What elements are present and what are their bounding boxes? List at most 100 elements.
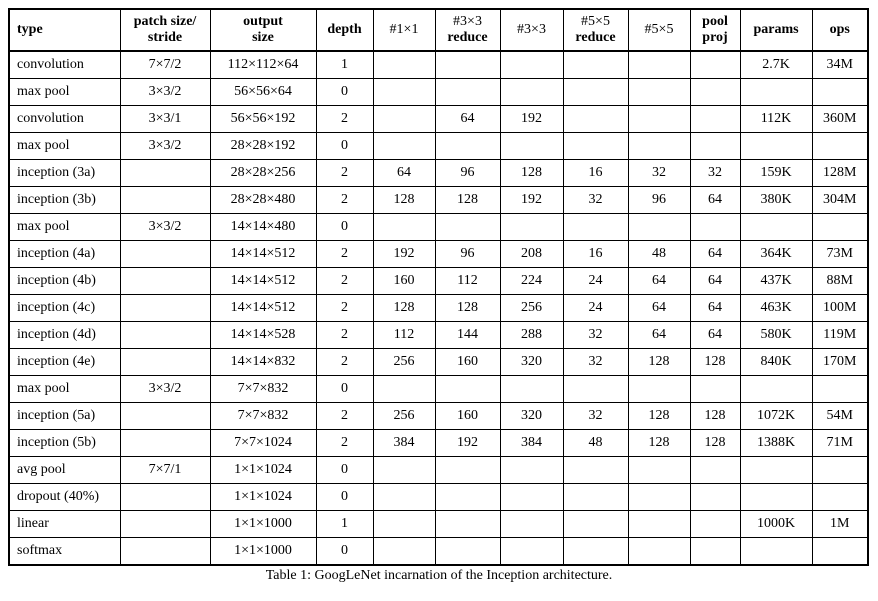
cell-num-3x3	[499, 537, 564, 566]
table-row: convolution 3×3/1 56×56×192 2 64 192 112K 360M	[8, 105, 869, 133]
cell-ops	[811, 78, 869, 106]
cell-patch	[119, 294, 211, 322]
cell-ops: 34M	[811, 50, 869, 79]
cell-output: 112×112×64	[209, 50, 317, 79]
cell-pool-proj: 64	[689, 294, 741, 322]
cell-depth: 0	[315, 78, 374, 106]
cell-output: 28×28×256	[209, 159, 317, 187]
cell-patch	[119, 483, 211, 511]
column-header-num-5x5: #5×5	[627, 8, 691, 52]
cell-num-1x1	[372, 132, 436, 160]
cell-params: 463K	[739, 294, 813, 322]
cell-pool-proj: 64	[689, 321, 741, 349]
cell-output: 1×1×1024	[209, 456, 317, 484]
header-row: type patch size/stride output size depth #1×1…	[8, 8, 869, 52]
cell-ops: 73M	[811, 240, 869, 268]
cell-num-5x5	[627, 483, 691, 511]
cell-pool-proj	[689, 483, 741, 511]
cell-type: inception (5a)	[8, 402, 121, 430]
cell-num-1x1	[372, 105, 436, 133]
cell-num-3x3-reduce	[434, 375, 501, 403]
cell-params: 580K	[739, 321, 813, 349]
cell-pool-proj	[689, 456, 741, 484]
cell-output: 56×56×192	[209, 105, 317, 133]
cell-ops	[811, 456, 869, 484]
cell-ops: 128M	[811, 159, 869, 187]
cell-pool-proj: 64	[689, 267, 741, 295]
cell-patch	[119, 186, 211, 214]
cell-params	[739, 483, 813, 511]
cell-type: convolution	[8, 105, 121, 133]
cell-num-5x5: 128	[627, 429, 691, 457]
cell-depth: 2	[315, 267, 374, 295]
cell-num-1x1	[372, 537, 436, 566]
cell-patch	[119, 429, 211, 457]
cell-pool-proj	[689, 537, 741, 566]
cell-params: 1388K	[739, 429, 813, 457]
cell-output: 14×14×512	[209, 294, 317, 322]
column-header-num-1x1: #1×1	[372, 8, 436, 52]
cell-ops	[811, 132, 869, 160]
cell-num-5x5-reduce: 24	[562, 294, 629, 322]
cell-pool-proj	[689, 510, 741, 538]
cell-num-1x1: 256	[372, 402, 436, 430]
cell-pool-proj: 64	[689, 240, 741, 268]
cell-patch	[119, 159, 211, 187]
cell-num-3x3: 128	[499, 159, 564, 187]
cell-pool-proj: 128	[689, 348, 741, 376]
cell-params: 380K	[739, 186, 813, 214]
cell-num-3x3	[499, 132, 564, 160]
architecture-table: type patch size/stride output size depth #1×1…	[8, 8, 869, 566]
cell-params: 437K	[739, 267, 813, 295]
cell-params	[739, 213, 813, 241]
cell-patch	[119, 240, 211, 268]
cell-patch	[119, 321, 211, 349]
table-row: inception (4a) 14×14×512 2 192 96 208 16 48 64 36…	[8, 240, 869, 268]
cell-patch	[119, 537, 211, 566]
cell-num-5x5: 128	[627, 402, 691, 430]
cell-num-1x1	[372, 50, 436, 79]
cell-ops	[811, 537, 869, 566]
cell-num-1x1: 112	[372, 321, 436, 349]
cell-ops: 88M	[811, 267, 869, 295]
cell-pool-proj	[689, 50, 741, 79]
cell-num-1x1: 128	[372, 186, 436, 214]
cell-output: 1×1×1024	[209, 483, 317, 511]
cell-num-3x3-reduce: 160	[434, 348, 501, 376]
cell-ops	[811, 213, 869, 241]
cell-depth: 0	[315, 483, 374, 511]
cell-num-3x3	[499, 50, 564, 79]
cell-patch	[119, 267, 211, 295]
cell-num-5x5-reduce: 24	[562, 267, 629, 295]
cell-output: 14×14×512	[209, 240, 317, 268]
table-row: max pool 3×3/2 7×7×832 0	[8, 375, 869, 403]
cell-depth: 1	[315, 510, 374, 538]
cell-num-5x5	[627, 78, 691, 106]
cell-num-3x3-reduce	[434, 78, 501, 106]
cell-depth: 0	[315, 537, 374, 566]
cell-num-5x5-reduce	[562, 213, 629, 241]
column-header-patch: patch size/stride	[119, 8, 211, 52]
table-row: softmax 1×1×1000 0	[8, 537, 869, 566]
cell-num-5x5-reduce: 32	[562, 402, 629, 430]
column-header-num-3x3-reduce: #3×3 reduce	[434, 8, 501, 52]
table-row: avg pool 7×7/1 1×1×1024 0	[8, 456, 869, 484]
cell-params: 840K	[739, 348, 813, 376]
cell-num-3x3-reduce: 96	[434, 240, 501, 268]
cell-type: inception (4b)	[8, 267, 121, 295]
cell-params	[739, 537, 813, 566]
cell-output: 56×56×64	[209, 78, 317, 106]
cell-patch: 3×3/2	[119, 375, 211, 403]
cell-type: convolution	[8, 50, 121, 79]
cell-depth: 0	[315, 456, 374, 484]
cell-params	[739, 456, 813, 484]
cell-num-3x3-reduce: 64	[434, 105, 501, 133]
cell-num-5x5	[627, 456, 691, 484]
cell-num-3x3-reduce	[434, 132, 501, 160]
cell-type: softmax	[8, 537, 121, 566]
cell-num-3x3	[499, 483, 564, 511]
cell-num-5x5	[627, 537, 691, 566]
cell-output: 28×28×192	[209, 132, 317, 160]
cell-num-5x5: 64	[627, 267, 691, 295]
